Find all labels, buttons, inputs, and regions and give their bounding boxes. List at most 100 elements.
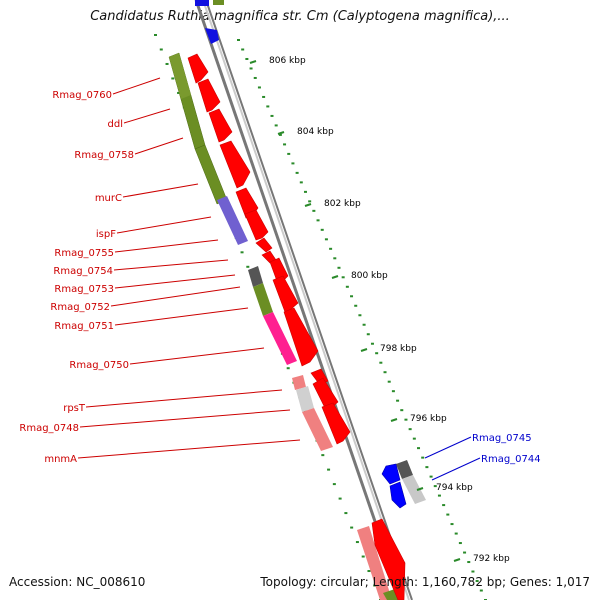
scale-dot: [303, 190, 307, 193]
scale-dot: [316, 219, 320, 222]
scale-dot: [324, 238, 328, 241]
scale-dot: [446, 513, 450, 516]
scale-dot: [375, 352, 379, 355]
gene-label-left[interactable]: Rmag_0748: [19, 423, 79, 434]
gene-label-left[interactable]: Rmag_0755: [54, 248, 114, 259]
leader-line: [85, 389, 283, 408]
gene-arrow-rmag-0754[interactable]: [255, 237, 273, 253]
gene-bar-murc[interactable]: [217, 196, 248, 245]
gene-arrow-rmag-0750[interactable]: [283, 307, 319, 367]
scale-dot: [421, 456, 425, 459]
scale-dot: [404, 418, 408, 421]
gene-label-left[interactable]: Rmag_0753: [54, 284, 114, 295]
gene-label-right[interactable]: Rmag_0744: [481, 454, 541, 465]
scale-dot: [362, 323, 366, 326]
guide-dot: [327, 468, 331, 471]
scale-dot: [274, 124, 278, 127]
scale-dot: [245, 57, 249, 60]
guide-dot: [154, 34, 157, 36]
scale-dot: [358, 314, 362, 317]
scale-dot: [341, 276, 345, 279]
scale-dot: [237, 39, 240, 41]
gene-bar-rmag-0748[interactable]: [296, 386, 314, 412]
scale-dot: [370, 342, 374, 345]
gene-arrow-rmag-0755[interactable]: [244, 209, 269, 241]
gene-label-left[interactable]: Rmag_0751: [54, 321, 114, 332]
gene-bar-rmag-0758[interactable]: [194, 144, 228, 205]
guide-dot: [361, 555, 365, 558]
gene-bar-top-blue[interactable]: [195, 0, 209, 6]
guide-dot: [240, 251, 244, 254]
leader-line: [114, 307, 249, 326]
kbp-tick-label: 798 kbp: [380, 344, 417, 354]
scale-dot: [333, 257, 337, 260]
leader-line: [116, 216, 212, 234]
scale-dot: [329, 247, 333, 250]
gene-arrow-ddl[interactable]: [197, 78, 221, 113]
gene-arrow-bottom-red[interactable]: [371, 518, 406, 600]
gene-label-left[interactable]: Rmag_0754: [53, 266, 113, 277]
gene-bar-mnma[interactable]: [302, 408, 333, 451]
right-gene-labels: Rmag_0745 Rmag_0744: [472, 433, 541, 465]
kbp-tick-mark: [390, 418, 398, 422]
gene-bar-bottom-pink[interactable]: [357, 526, 392, 600]
kbp-tick-label: 802 kbp: [324, 199, 361, 209]
kbp-tick-label: 806 kbp: [269, 56, 306, 66]
scale-dot: [437, 494, 441, 497]
kbp-tick-mark: [304, 203, 312, 207]
leader-line: [114, 274, 236, 289]
gene-bar-top-olive[interactable]: [213, 0, 224, 5]
gene-arrow-rmag-0758[interactable]: [208, 108, 233, 143]
gene-label-left[interactable]: Rmag_0758: [74, 150, 134, 161]
gene-bar-rpst[interactable]: [292, 375, 306, 390]
gene-bar-rmag-0751[interactable]: [253, 283, 273, 316]
guide-dot: [338, 497, 342, 500]
gene-arrow-murc[interactable]: [219, 140, 251, 189]
gene-label-left[interactable]: Rmag_0760: [52, 90, 112, 101]
gene-bar-rmag-0744-gray[interactable]: [402, 475, 426, 504]
gene-arrow-rmag-0745[interactable]: [381, 463, 401, 485]
scale-dot: [266, 105, 270, 108]
gene-label-left[interactable]: ddl: [108, 119, 123, 130]
gene-label-left[interactable]: Rmag_0752: [50, 302, 110, 313]
scale-dot: [312, 209, 316, 212]
leader-line: [77, 439, 301, 459]
kbp-tick-label: 800 kbp: [351, 271, 388, 281]
gene-label-left[interactable]: Rmag_0750: [69, 360, 129, 371]
gene-label-left[interactable]: ispF: [96, 229, 116, 240]
guide-dot: [159, 48, 163, 51]
scale-dot: [257, 86, 261, 89]
gene-label-left[interactable]: murC: [95, 193, 122, 204]
gene-arrow-mnma[interactable]: [321, 402, 351, 445]
scale-dot: [383, 371, 387, 374]
leader-line: [129, 347, 265, 365]
gene-arrow-rmag-0751[interactable]: [272, 275, 299, 313]
kbp-tick-labels: 806 kbp 804 kbp 802 kbp 800 kbp 798 kbp 796 k…: [249, 56, 510, 564]
gene-bar-rmag-0745-gray[interactable]: [396, 460, 413, 479]
scale-dot: [412, 437, 416, 440]
scale-dot: [475, 580, 479, 583]
gene-arrow-rmag-0760[interactable]: [187, 53, 209, 84]
scale-dot: [387, 380, 391, 383]
scale-dot: [291, 162, 295, 165]
gene-arrow-top-blue[interactable]: [205, 28, 219, 44]
gene-label-left[interactable]: rpsT: [63, 403, 86, 414]
scale-dot: [308, 200, 312, 203]
backbone-line-inner: [202, 0, 410, 600]
gene-bar-rmag-0750[interactable]: [263, 312, 297, 365]
gene-bar-rmag-0752[interactable]: [248, 266, 263, 287]
gene-label-right[interactable]: Rmag_0745: [472, 433, 532, 444]
scale-dot: [320, 228, 324, 231]
guide-dot: [321, 454, 325, 457]
gene-label-left[interactable]: mnmA: [44, 454, 77, 465]
leader-line: [134, 137, 184, 155]
scale-dot: [400, 409, 404, 412]
reverse-strand-arrows: [381, 463, 407, 509]
gene-bar-ddl[interactable]: [169, 53, 191, 99]
backbone-line: [194, 0, 404, 600]
gene-bars: [168, 52, 426, 600]
guide-dot: [373, 584, 377, 587]
gene-arrow-rmag-0744[interactable]: [389, 481, 407, 509]
leader-line: [424, 436, 472, 459]
